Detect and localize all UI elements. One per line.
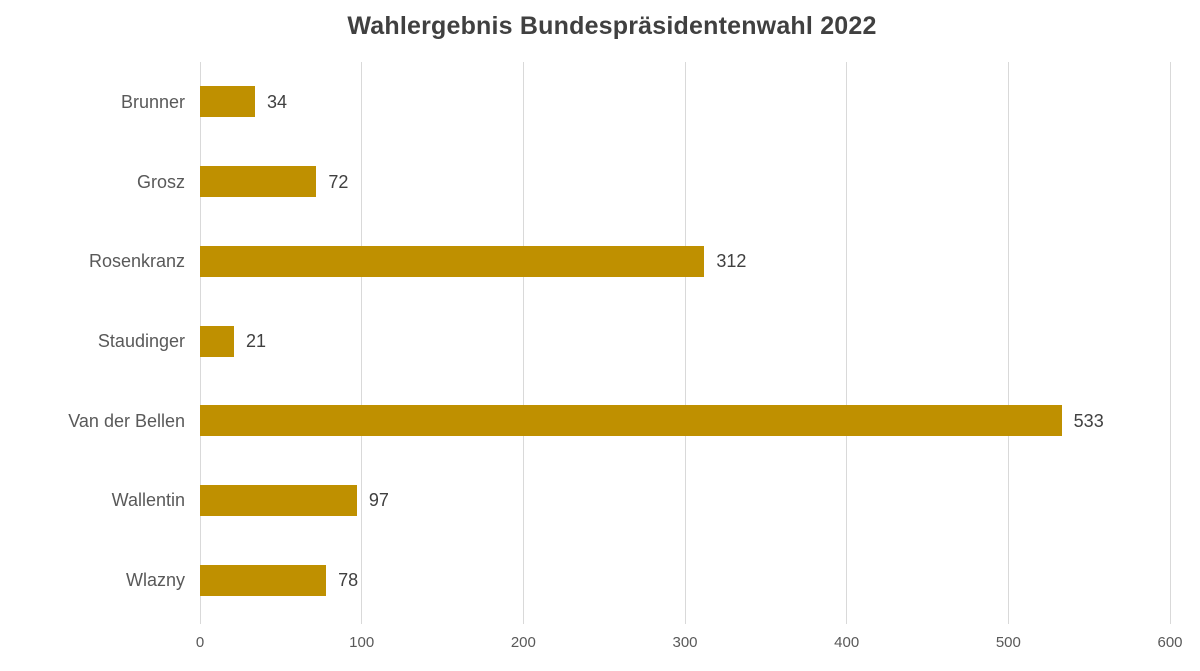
x-tick-label: 100 [349,634,375,651]
gridline-x-400 [846,62,848,624]
x-tick-label: 200 [510,634,536,651]
value-label: 97 [368,490,389,511]
bar-brunner [200,86,255,118]
category-label: Rosenkranz [88,251,185,272]
value-label: 78 [338,570,359,591]
gridline-x-600 [1169,62,1171,624]
gridline-x-100 [361,62,363,624]
value-label: 312 [716,251,747,272]
category-label: Wlazny [125,570,185,591]
x-tick-label: 0 [195,634,205,651]
value-label: 21 [245,331,266,351]
x-tick-label: 600 [1157,634,1183,651]
bar-van-der-bellen [200,405,1062,437]
bar-rosenkranz [200,245,705,277]
x-tick-label: 400 [834,634,860,651]
category-label: Grosz [136,171,185,192]
gridline-x-500 [1007,62,1009,624]
category-label: Staudinger [97,331,185,351]
bar-grosz [200,166,317,198]
category-label: Wallentin [111,490,185,511]
chart-title: Wahlergebnis Bundespräsidentenwahl 2022 [347,12,877,40]
value-label: 533 [1073,410,1104,431]
x-tick-label: 300 [672,634,698,651]
x-tick-label: 500 [995,634,1021,651]
bar-wlazny [200,564,327,596]
bar-staudinger [200,325,234,357]
category-label: Brunner [120,91,185,112]
category-label: Van der Bellen [68,410,185,431]
gridline-x-200 [522,62,524,624]
value-label: 34 [266,91,287,112]
value-label: 72 [328,171,349,192]
gridline-x-300 [684,62,686,624]
bar-wallentin [200,484,357,516]
